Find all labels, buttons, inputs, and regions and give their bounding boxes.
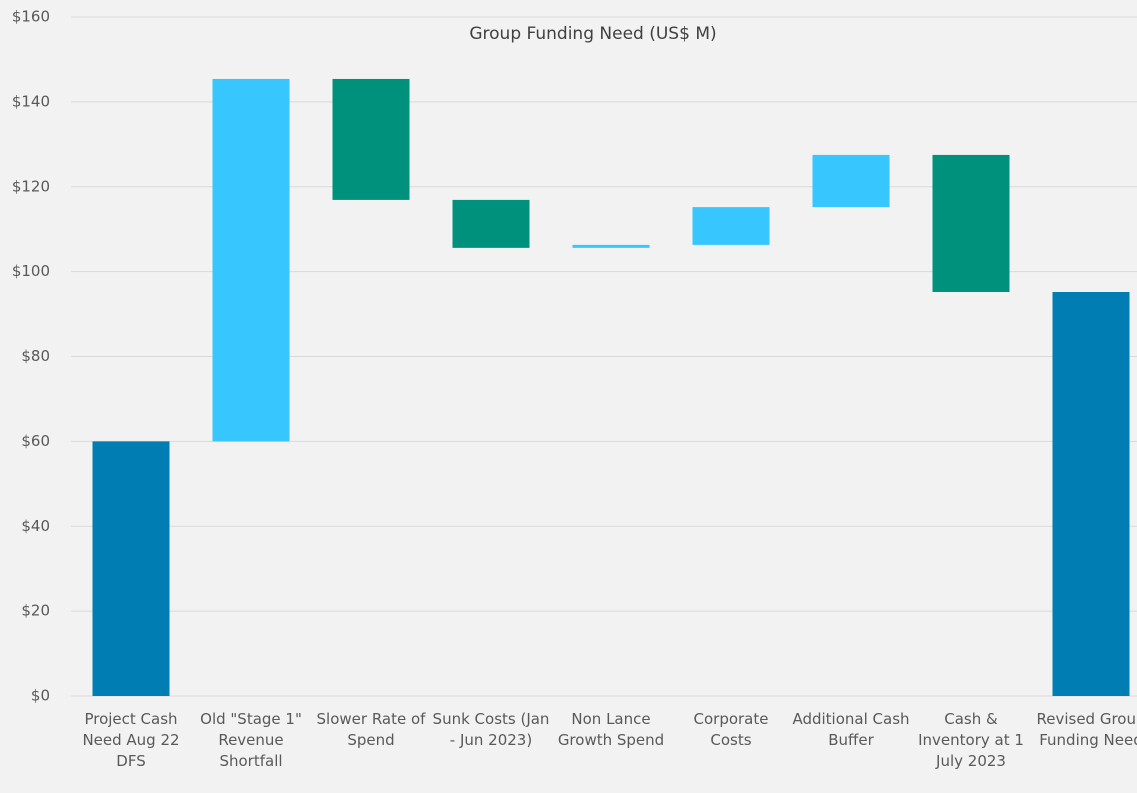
bar — [1052, 291, 1130, 696]
y-tick-label: $40 — [21, 517, 50, 535]
bar — [452, 199, 530, 248]
bar — [92, 441, 170, 696]
y-tick-label: $20 — [21, 602, 50, 620]
y-tick-label: $100 — [12, 262, 50, 280]
y-tick-label: $0 — [31, 687, 50, 705]
bar — [212, 78, 290, 442]
x-tick-label: Slower Rate of Spend — [316, 710, 426, 749]
x-tick-label: Cash & Inventory at 1 July 2023 — [918, 710, 1024, 770]
y-tick-label: $80 — [21, 347, 50, 365]
y-tick-label: $120 — [12, 177, 50, 195]
x-tick-label: Project Cash Need Aug 22 DFS — [82, 710, 180, 770]
y-tick-label: $140 — [12, 92, 50, 110]
y-tick-label: $160 — [12, 8, 50, 26]
x-tick-label: Revised Group Funding Need — [1036, 710, 1137, 749]
bar — [812, 154, 890, 208]
bar — [572, 244, 650, 248]
bar — [332, 78, 410, 200]
chart-title: Group Funding Need (US$ M) — [469, 24, 716, 44]
x-tick-label: Old "Stage 1" Revenue Shortfall — [200, 710, 302, 770]
y-tick-label: $60 — [21, 432, 50, 450]
x-tick-label: Non Lance Growth Spend — [557, 710, 665, 749]
bar — [932, 154, 1010, 292]
bar — [692, 207, 770, 245]
x-tick-label: Corporate Costs — [693, 710, 769, 749]
x-tick-label: Additional Cash Buffer — [792, 710, 910, 749]
x-tick-label: Sunk Costs (Jan - Jun 2023) — [432, 710, 550, 749]
